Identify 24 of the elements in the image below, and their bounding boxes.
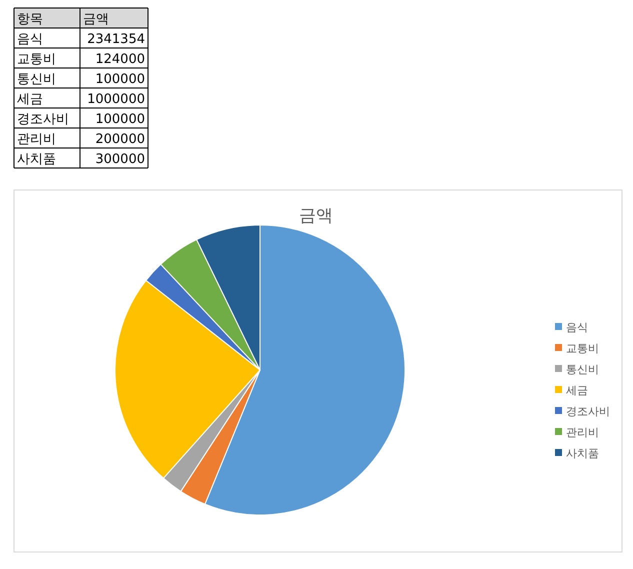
chart-title: 금액 xyxy=(299,206,333,226)
data-label: 100000 xyxy=(95,112,145,127)
legend-label: 경조사비 xyxy=(566,405,610,418)
legend-label: 교통비 xyxy=(566,342,599,355)
legend-label: 세금 xyxy=(566,384,588,397)
text: 금액 xyxy=(83,12,109,27)
category-label: 교통비 xyxy=(17,52,56,67)
category-label: 관리비 xyxy=(17,132,56,147)
data-label: 200000 xyxy=(95,132,145,147)
legend-label: 음식 xyxy=(566,321,588,334)
category-label: 사치품 xyxy=(17,152,56,167)
data-label: 300000 xyxy=(95,152,145,167)
data-label: 1000000 xyxy=(87,92,145,107)
category-label: 통신비 xyxy=(17,72,56,87)
data-label: 100000 xyxy=(95,72,145,87)
data-label: 2341354 xyxy=(87,32,145,47)
legend-label: 관리비 xyxy=(566,426,599,439)
category-label: 음식 xyxy=(17,32,43,47)
category-label: 경조사비 xyxy=(17,112,69,127)
data-label: 124000 xyxy=(95,52,145,67)
legend-label: 통신비 xyxy=(566,363,599,376)
text: 항목 xyxy=(17,12,43,27)
category-label: 세금 xyxy=(17,92,43,107)
legend-label: 사치품 xyxy=(566,447,599,460)
